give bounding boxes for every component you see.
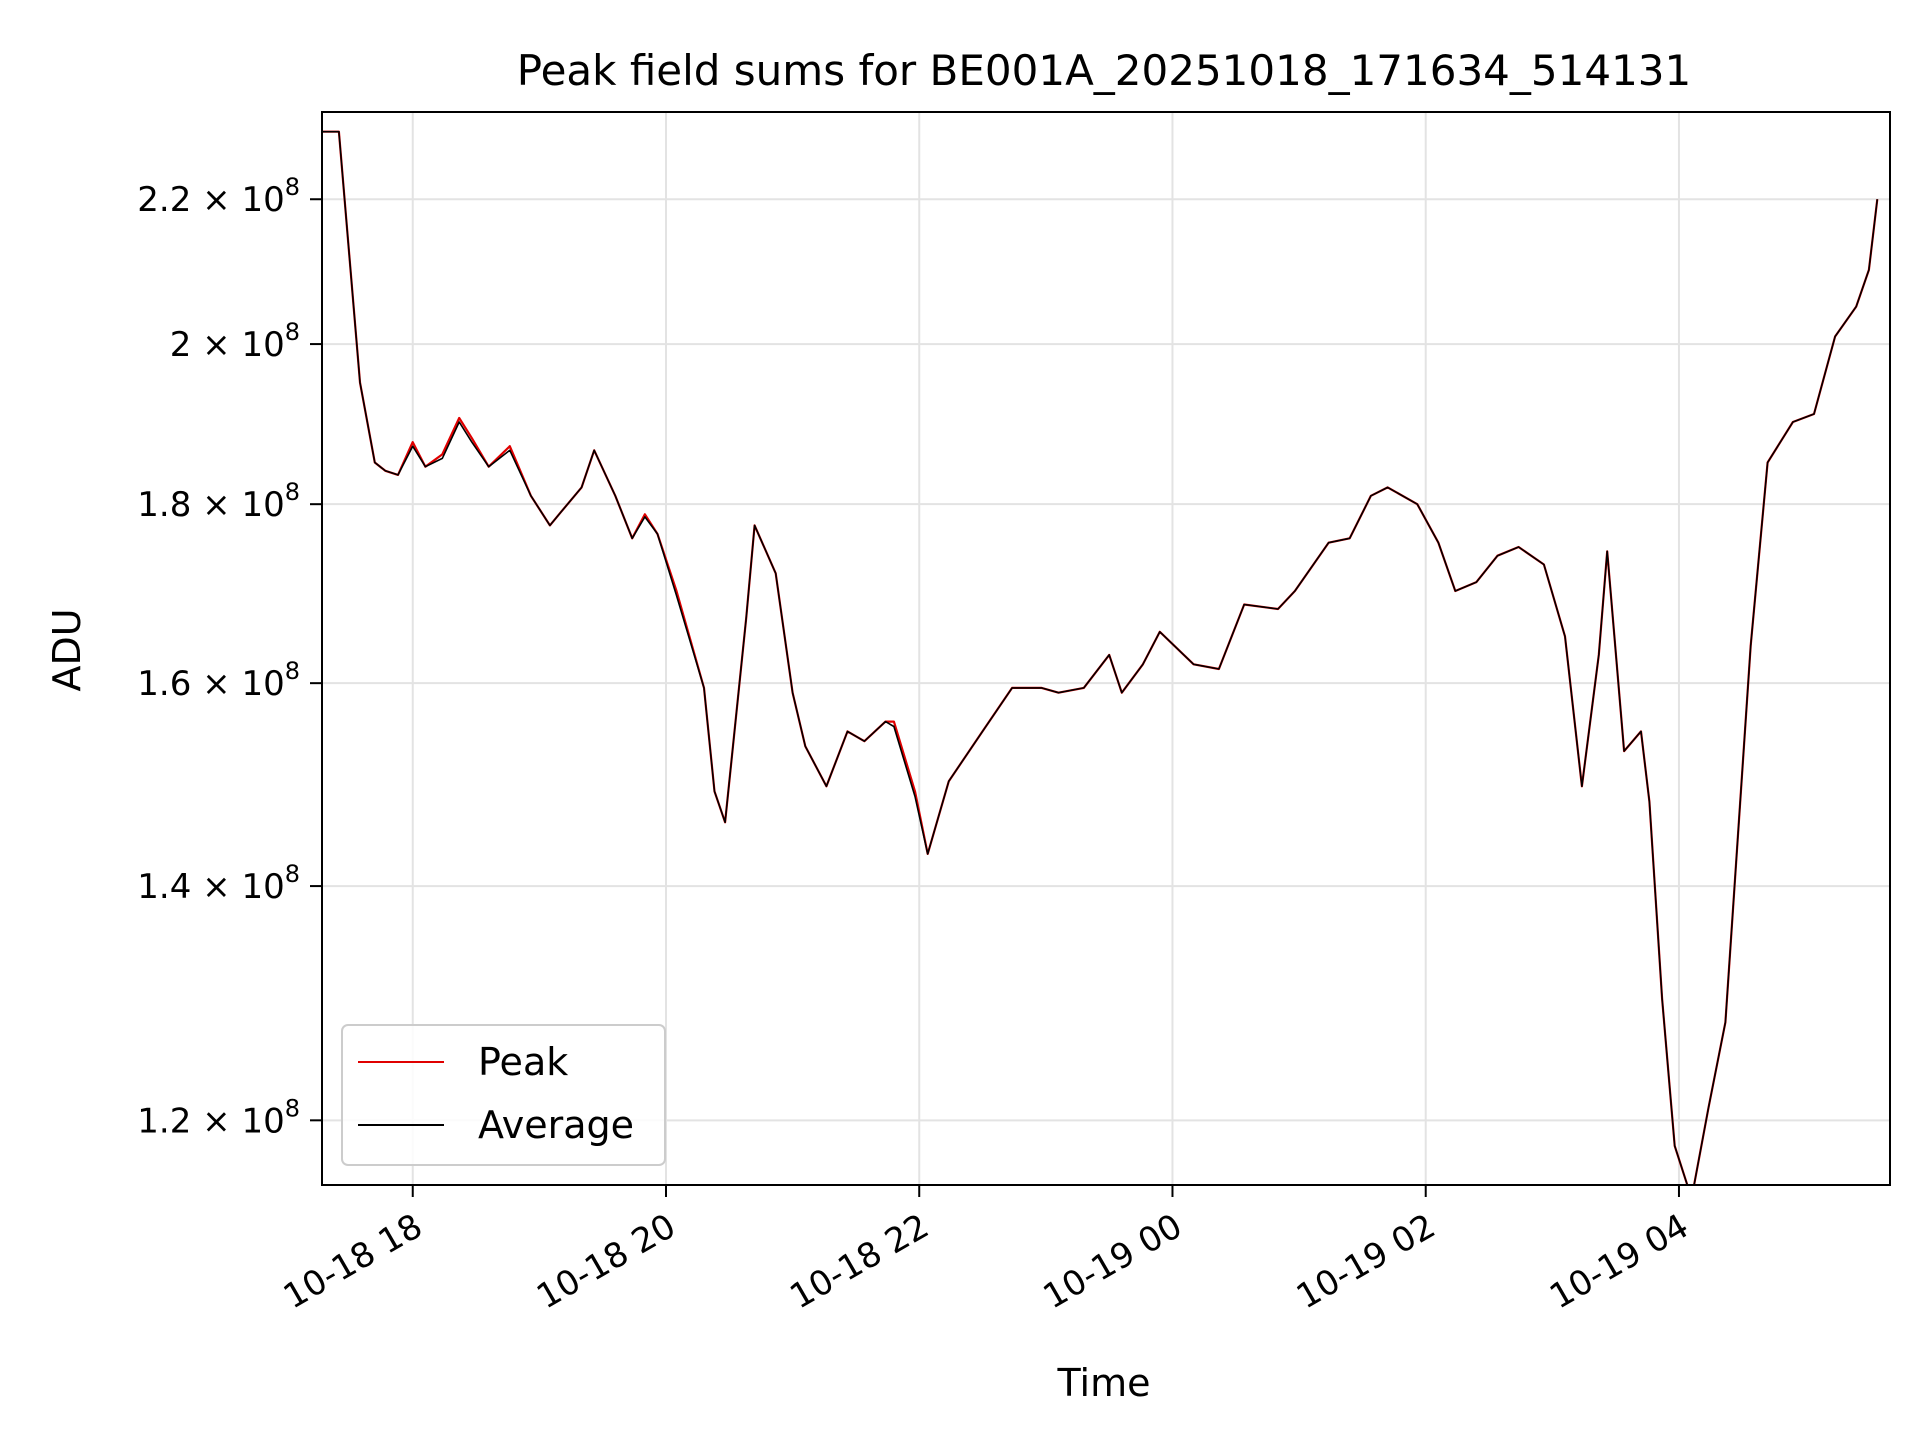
- y-tick-label: 1.2 × 108: [137, 1094, 300, 1141]
- chart-title: Peak field sums for BE001A_20251018_1716…: [517, 46, 1691, 95]
- x-tick-label: 10-19 04: [1543, 1206, 1695, 1317]
- y-tick-label: 1.4 × 108: [137, 860, 300, 907]
- legend-frame: [341, 1024, 666, 1166]
- series-lines: [322, 130, 1879, 1185]
- x-axis-label: Time: [1057, 1361, 1151, 1405]
- legend-label-peak: Peak: [478, 1040, 568, 1084]
- y-tick-label: 1.8 × 108: [137, 478, 300, 525]
- legend: Peak Average: [341, 1024, 666, 1166]
- x-tick-label: 10-19 00: [1037, 1206, 1189, 1317]
- legend-label-average: Average: [478, 1103, 634, 1147]
- x-tick-label: 10-18 18: [277, 1206, 429, 1317]
- x-tick-label: 10-19 02: [1290, 1206, 1442, 1317]
- x-axis-ticks: 10-18 18 10-18 20 10-18 22 10-19 00 10-19 02…: [277, 1185, 1695, 1317]
- x-tick-label: 10-18 22: [783, 1206, 935, 1317]
- y-axis-ticks: 1.2 × 108 1.4 × 108 1.6 × 108 1.8 × 108 2 × …: [137, 173, 322, 1141]
- y-tick-label: 1.6 × 108: [137, 657, 300, 704]
- y-axis-label: ADU: [45, 608, 89, 691]
- x-tick-label: 10-18 20: [530, 1206, 682, 1317]
- plot-area-frame: [321, 111, 1891, 1186]
- y-tick-label: 2.2 × 108: [137, 173, 300, 220]
- y-tick-label: 2 × 108: [170, 318, 300, 365]
- series-line-average: [322, 130, 1879, 1185]
